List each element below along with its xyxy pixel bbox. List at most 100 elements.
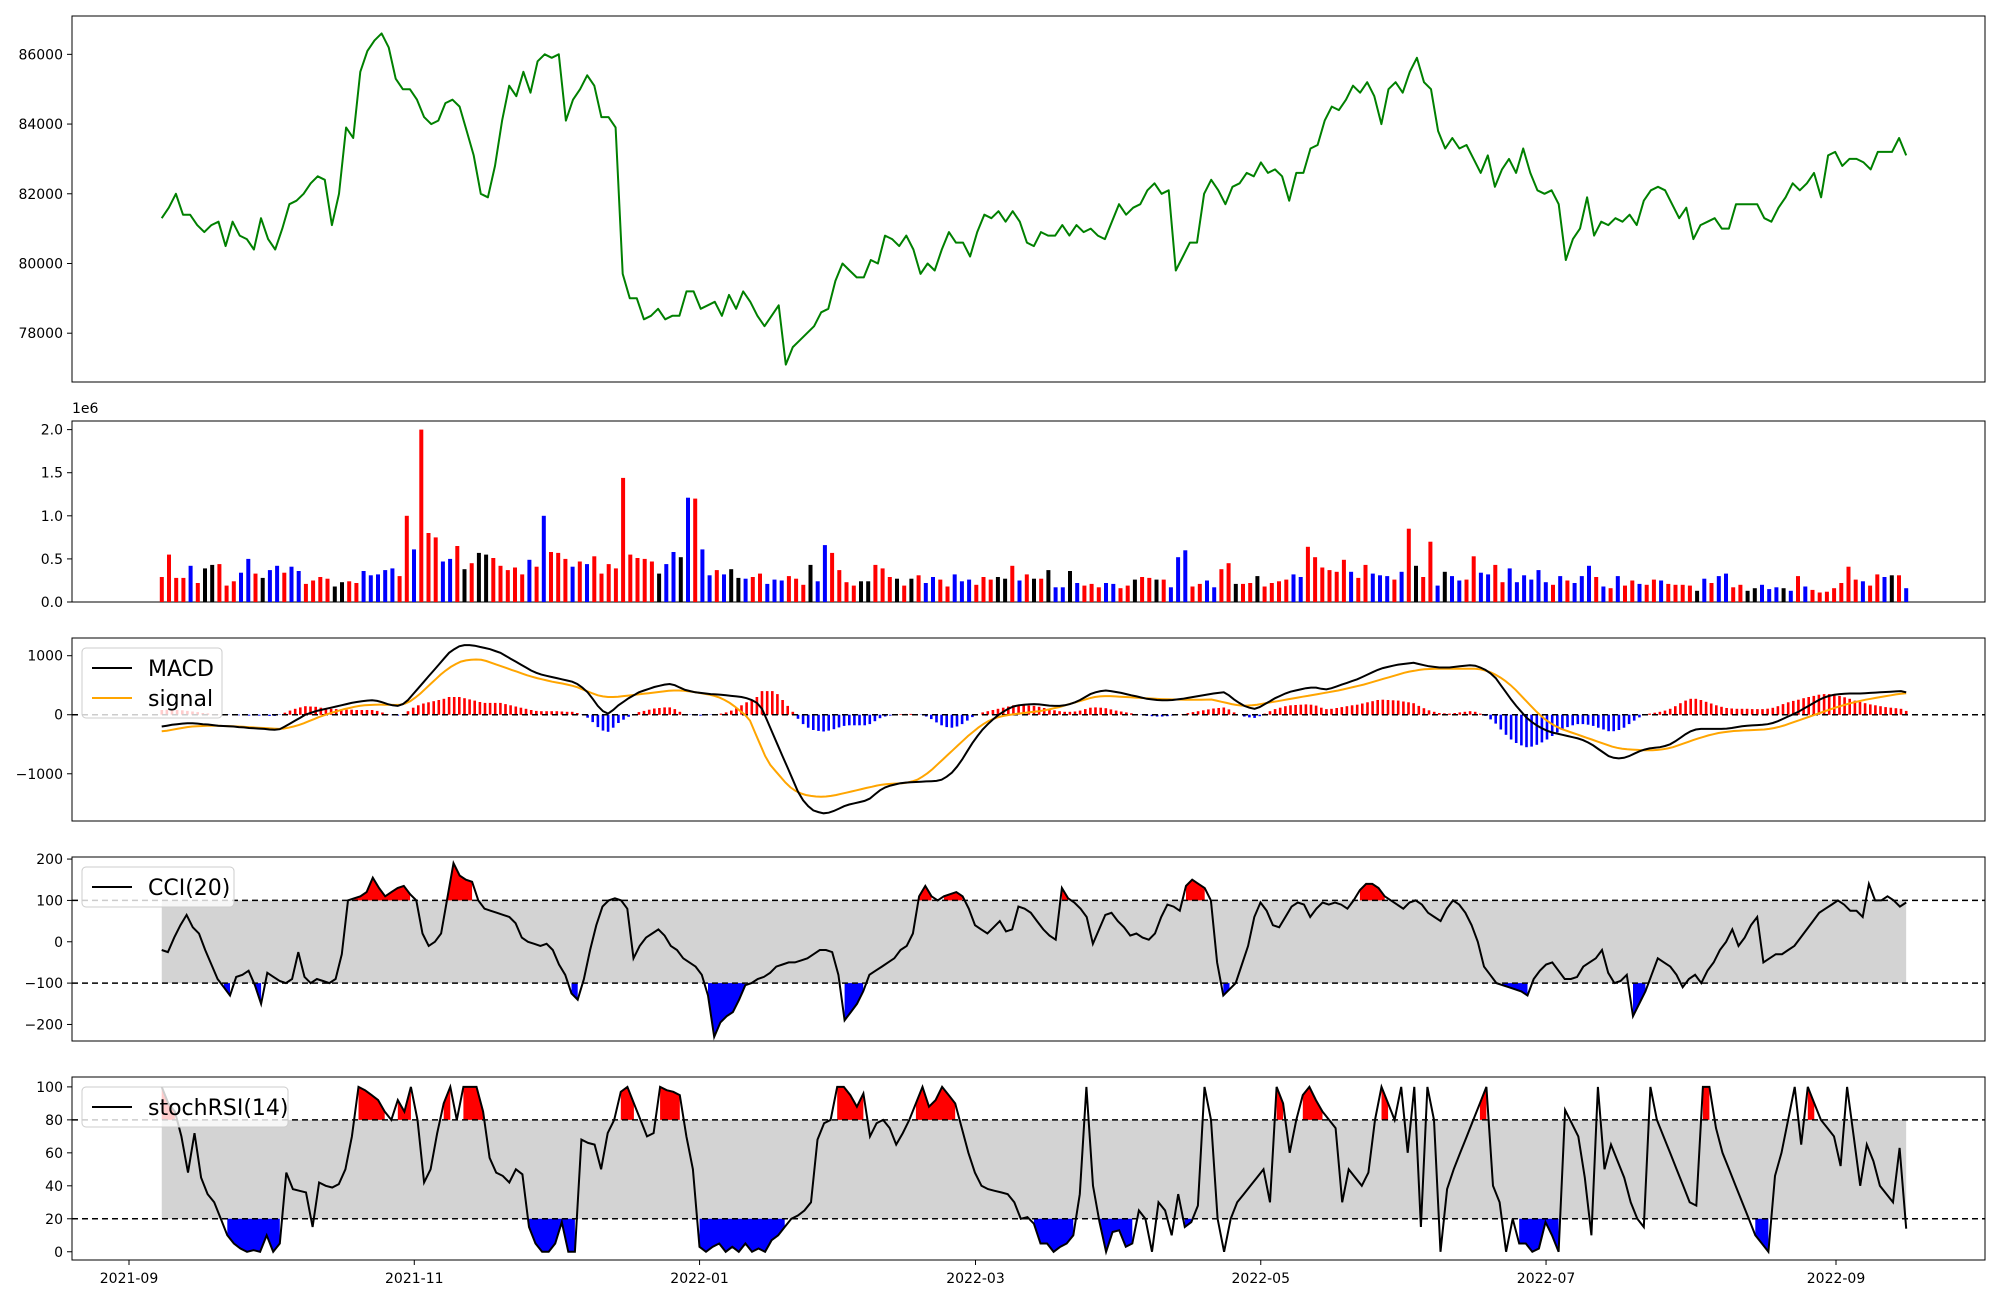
x-tick-label: 2022-01 bbox=[670, 1271, 729, 1287]
volume-bar bbox=[1277, 581, 1281, 602]
macd-histogram-bar bbox=[858, 714, 861, 726]
macd-histogram-bar bbox=[1525, 714, 1528, 748]
macd-histogram-bar bbox=[801, 714, 805, 725]
volume-bar bbox=[945, 586, 950, 602]
volume-bar bbox=[765, 583, 770, 602]
macd-histogram-bar bbox=[478, 702, 482, 715]
volume-bar bbox=[1471, 556, 1476, 602]
macd-histogram-bar bbox=[622, 714, 625, 720]
macd-histogram-bar bbox=[1068, 711, 1072, 715]
macd-histogram-bar bbox=[1586, 714, 1590, 725]
macd-histogram-bar bbox=[596, 714, 600, 728]
macd-histogram-bar bbox=[924, 714, 928, 717]
volume-bar bbox=[318, 577, 323, 602]
cci-ytick-label: 100 bbox=[36, 893, 63, 909]
macd-histogram-bar bbox=[1412, 703, 1415, 715]
volume-bar bbox=[1860, 581, 1865, 602]
volume-bar bbox=[1824, 591, 1829, 602]
macd-histogram-bar bbox=[355, 710, 358, 715]
volume-bar bbox=[231, 581, 236, 602]
stoch-ytick-label: 60 bbox=[45, 1146, 63, 1162]
macd-histogram-bar bbox=[1160, 714, 1164, 717]
volume-bar bbox=[866, 581, 871, 602]
macd-histogram-bar bbox=[1299, 704, 1303, 715]
macd-histogram-bar bbox=[422, 703, 425, 715]
macd-histogram-bar bbox=[1304, 704, 1308, 715]
macd-histogram-bar bbox=[1674, 706, 1677, 715]
volume-bar bbox=[585, 564, 589, 602]
volume-bar bbox=[606, 564, 611, 602]
macd-histogram-bar bbox=[740, 705, 743, 715]
macd-ytick-label: −1000 bbox=[16, 767, 63, 783]
volume-bar bbox=[1082, 585, 1087, 602]
volume-bar bbox=[931, 577, 935, 602]
volume-bar bbox=[253, 573, 258, 602]
macd-histogram-bar bbox=[509, 705, 512, 715]
volume-bar bbox=[1608, 588, 1613, 602]
macd-histogram-bar bbox=[458, 697, 461, 715]
cci-overbought-fill bbox=[354, 863, 1888, 901]
volume-bar bbox=[1442, 571, 1447, 602]
volume-bar bbox=[412, 549, 416, 602]
macd-histogram-bar bbox=[1607, 714, 1610, 732]
volume-bar bbox=[995, 577, 1000, 602]
price-ytick-label: 84000 bbox=[18, 117, 63, 133]
macd-histogram-bar bbox=[365, 710, 369, 715]
macd-histogram-bar bbox=[1709, 703, 1713, 715]
macd-histogram-bar bbox=[1781, 704, 1785, 715]
price-line bbox=[160, 32, 1908, 366]
macd-histogram-bar bbox=[1114, 710, 1118, 715]
macd-histogram-bar bbox=[1232, 712, 1236, 715]
macd-histogram-bar bbox=[1715, 705, 1718, 715]
macd-histogram-bar bbox=[1325, 709, 1328, 715]
macd-histogram-bar bbox=[935, 714, 938, 723]
volume-bar bbox=[159, 577, 164, 602]
volume-bar bbox=[779, 580, 784, 602]
macd-histogram-bar bbox=[1022, 705, 1025, 715]
volume-bar bbox=[959, 581, 964, 602]
macd-histogram-bar bbox=[309, 706, 312, 715]
x-tick-label: 2022-03 bbox=[946, 1271, 1005, 1287]
volume-bar bbox=[174, 577, 179, 602]
macd-histogram-bar bbox=[288, 710, 292, 715]
volume-bar bbox=[1760, 584, 1764, 602]
volume-bar bbox=[967, 579, 972, 602]
volume-bar bbox=[1147, 577, 1152, 602]
volume-bar bbox=[296, 571, 301, 602]
macd-histogram-bar bbox=[1222, 707, 1226, 715]
macd-histogram-bar bbox=[930, 714, 933, 720]
macd-histogram-bar bbox=[1366, 702, 1369, 715]
volume-bar bbox=[527, 559, 532, 602]
volume-bar bbox=[1024, 574, 1029, 602]
macd-histogram-bar bbox=[1894, 708, 1898, 715]
macd-histogram-bar bbox=[889, 714, 892, 716]
macd-histogram-bar bbox=[1509, 714, 1513, 740]
volume-bar bbox=[513, 567, 517, 602]
stoch-ytick-label: 100 bbox=[36, 1080, 63, 1096]
macd-histogram-bar bbox=[1396, 700, 1400, 715]
cci-frame bbox=[71, 856, 1986, 1042]
volume-bar bbox=[1875, 574, 1880, 602]
volume-bar bbox=[736, 577, 741, 602]
volume-bar bbox=[549, 552, 553, 602]
volume-bar bbox=[332, 586, 337, 602]
macd-histogram-bar bbox=[1063, 711, 1066, 715]
macd-histogram-bar bbox=[237, 714, 240, 716]
volume-bar bbox=[1341, 559, 1346, 602]
macd-histogram-bar bbox=[940, 714, 943, 726]
volume-bar bbox=[1248, 583, 1253, 602]
macd-histogram-bar bbox=[950, 714, 954, 728]
macd-histogram-bar bbox=[1899, 708, 1903, 715]
macd-histogram-bar bbox=[1827, 694, 1831, 715]
volume-bar bbox=[988, 579, 993, 602]
macd-histogram-bar bbox=[848, 714, 851, 726]
stoch-ytick-label: 0 bbox=[54, 1245, 63, 1261]
macd-histogram-bar bbox=[447, 697, 451, 715]
macd-histogram-bar bbox=[1761, 709, 1764, 715]
volume-bar bbox=[1680, 584, 1685, 602]
price-ytick-label: 82000 bbox=[18, 187, 63, 203]
volume-bar bbox=[570, 566, 575, 602]
volume-bar bbox=[1767, 589, 1772, 602]
macd-histogram-bar bbox=[406, 711, 410, 715]
macd-histogram-bar bbox=[1869, 704, 1872, 715]
